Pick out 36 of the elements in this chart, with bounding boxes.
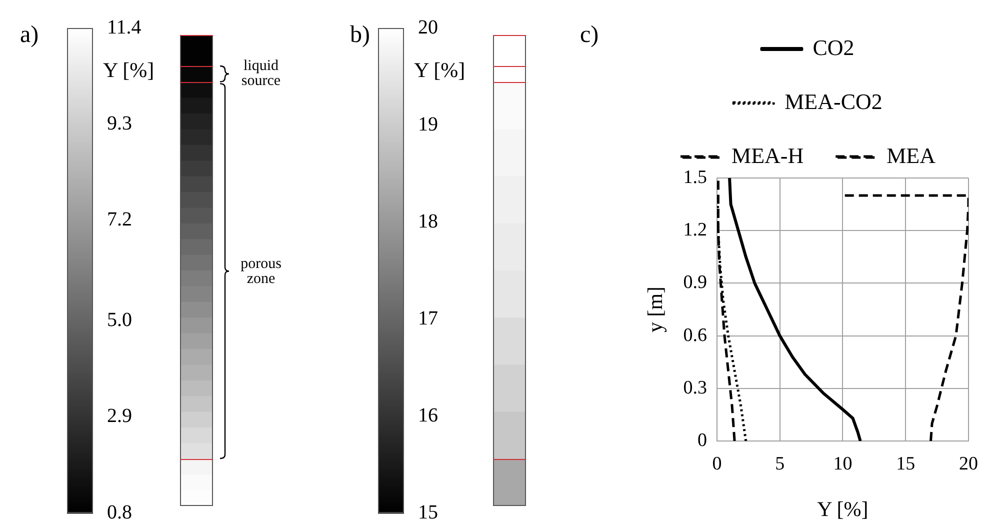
chart-title: b)	[350, 22, 370, 49]
x-tick-label: 0	[712, 453, 722, 474]
legend-label: MEA-CO2	[784, 88, 882, 114]
legend-label: CO2	[812, 34, 854, 60]
color-bar-label: 19	[418, 113, 438, 136]
color-bar-label: 15	[418, 501, 438, 524]
color-bar-label: 9.3	[107, 112, 132, 134]
color-bar-title: Y [%]	[414, 58, 466, 83]
color-bar-label: 2.9	[107, 405, 132, 428]
color-bar-label: 0.8	[107, 501, 132, 524]
y-tick-label: 0.6	[683, 324, 707, 346]
legend-label: MEA-H	[732, 142, 804, 168]
x-tick-label: 10	[833, 453, 852, 474]
color-bar-label: 16	[418, 404, 438, 426]
chart-title: a)	[20, 22, 39, 49]
chart-title: c)	[580, 22, 599, 49]
y-tick-label: 1.2	[683, 220, 707, 241]
y-tick-label: 0	[697, 430, 707, 451]
color-bar-label: 11.4	[107, 16, 142, 38]
y-tick-label: 0.9	[683, 272, 707, 294]
color-bar-label: 7.2	[107, 208, 132, 230]
color-bar-title: Y [%]	[103, 58, 154, 83]
x-tick-label: 20	[959, 453, 978, 474]
text: liquid source	[240, 58, 282, 90]
x-tick-label: 15	[896, 453, 916, 474]
color-bar-label: 5.0	[107, 309, 132, 332]
y-tick-label: 1.5	[683, 166, 707, 188]
color-bar-label: 18	[418, 210, 438, 232]
y-tick-label: 0.3	[683, 377, 707, 398]
text: porous zone	[240, 256, 282, 286]
y-axis-title: y [m]	[643, 286, 668, 333]
x-tick-label: 5	[775, 453, 785, 474]
legend-label: MEA	[886, 142, 936, 168]
color-bar-label: 17	[418, 307, 438, 330]
x-axis-title: Y [%]	[817, 496, 868, 521]
color-bar-label: 20	[418, 16, 438, 38]
